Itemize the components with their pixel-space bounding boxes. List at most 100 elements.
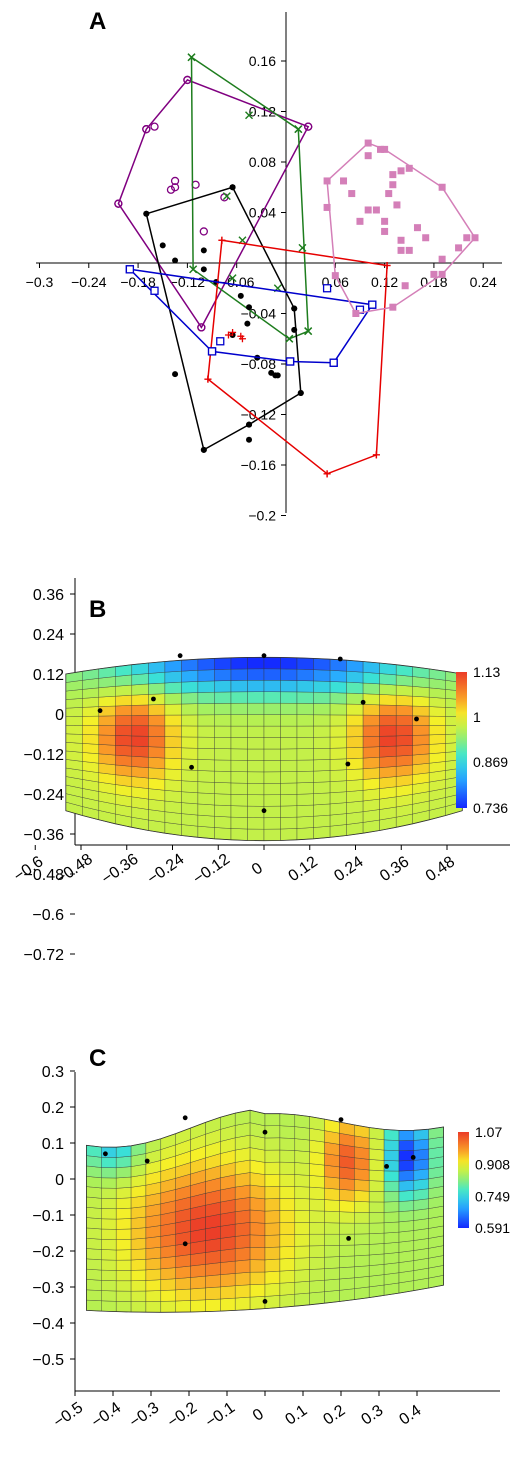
heat-cell	[398, 1250, 414, 1263]
heat-cell	[164, 714, 182, 727]
data-point	[125, 265, 135, 274]
heat-cell	[429, 725, 446, 736]
heat-cell	[235, 1209, 251, 1225]
heat-cell	[220, 1297, 236, 1312]
heat-cell	[280, 782, 298, 795]
data-point	[368, 300, 377, 309]
heat-cell	[280, 737, 298, 750]
heat-cell	[329, 813, 347, 827]
heat-cell	[279, 1125, 295, 1139]
x-tick-label: 0.3	[358, 1402, 386, 1429]
heat-cell	[82, 734, 99, 745]
heat-cell	[329, 780, 347, 793]
data-point	[372, 451, 380, 459]
heat-cell	[362, 725, 380, 737]
heat-cell	[329, 659, 347, 672]
heat-cell	[294, 1245, 310, 1259]
heat-cell	[313, 680, 331, 693]
heat-cell	[175, 1300, 191, 1313]
heat-cell	[247, 828, 265, 841]
heat-cell	[235, 1272, 251, 1286]
x-tick-label: −0.48	[53, 851, 96, 888]
heat-cell	[220, 1273, 236, 1288]
heat-cell	[354, 1168, 370, 1181]
heat-cell	[279, 1113, 295, 1127]
heat-cell	[369, 1222, 385, 1234]
x-tick-label: 0.48	[423, 853, 458, 885]
heat-cell	[296, 759, 314, 772]
data-point	[329, 358, 338, 367]
heat-cell	[175, 1265, 191, 1279]
heat-cell	[279, 1294, 295, 1308]
heat-cell	[294, 1210, 310, 1223]
data-point	[197, 323, 206, 332]
heat-cell	[280, 680, 298, 693]
heat-cell	[294, 1126, 310, 1141]
heat-cell	[190, 1264, 206, 1278]
heat-cell	[181, 747, 199, 760]
heat-cell	[346, 725, 364, 738]
panel-b-heatmap: 0.360.240.120−0.12−0.24−0.36−0.48−0.6−0.…	[11, 578, 510, 964]
heat-cell	[247, 805, 265, 818]
heat-cell	[412, 725, 430, 736]
heat-cell	[181, 813, 199, 827]
heat-cell	[197, 725, 215, 738]
heat-cell	[86, 1279, 102, 1291]
heat-cell	[247, 668, 265, 681]
heat-cell	[205, 1238, 221, 1253]
data-point	[364, 139, 372, 147]
data-point	[285, 357, 295, 366]
heat-cell	[249, 1172, 266, 1187]
heat-cell	[263, 794, 281, 807]
heat-cell	[235, 1159, 251, 1176]
heat-cell	[82, 743, 99, 754]
data-point	[207, 347, 217, 356]
heat-cell	[296, 703, 314, 715]
data-point	[291, 326, 298, 333]
heat-cell	[324, 1176, 340, 1190]
landmark-point	[414, 716, 419, 722]
heat-cell	[98, 686, 116, 698]
data-point	[422, 234, 430, 242]
heat-cell	[130, 1206, 147, 1219]
colorbar-label: 0.736	[473, 800, 508, 816]
heat-cell	[294, 1292, 310, 1307]
heat-cell	[101, 1187, 117, 1199]
heat-cell	[279, 1198, 295, 1211]
heat-cell	[264, 1270, 281, 1285]
data-point	[150, 286, 159, 295]
heat-cell	[379, 704, 397, 716]
heat-cell	[313, 692, 331, 704]
heat-cell	[230, 691, 248, 704]
heat-cell	[249, 1271, 266, 1285]
heat-cell	[339, 1155, 355, 1169]
heat-cell	[86, 1299, 102, 1312]
x-tick-label: 0	[249, 860, 266, 879]
data-point	[170, 183, 180, 192]
data-point	[405, 246, 413, 254]
heat-cell	[115, 715, 132, 726]
data-point	[166, 185, 176, 194]
heat-cell	[214, 759, 232, 772]
heat-cell	[339, 1177, 355, 1191]
heat-cell	[263, 828, 281, 841]
y-tick-label: 0	[55, 707, 64, 724]
x-tick-label: −0.3	[127, 1399, 163, 1431]
heat-cell	[263, 760, 281, 773]
data-point	[381, 145, 389, 153]
heat-cell	[230, 794, 248, 807]
data-point	[172, 371, 179, 378]
heat-cell	[101, 1146, 117, 1158]
heat-cell	[116, 1176, 132, 1189]
x-tick-label: −0.2	[165, 1399, 201, 1431]
x-tick-label: −0.5	[51, 1399, 87, 1431]
heat-cell	[354, 1223, 370, 1235]
heat-cell	[379, 725, 397, 737]
panel-label-c: C	[89, 1045, 106, 1072]
heat-cell	[175, 1254, 191, 1268]
heat-cell	[130, 1216, 147, 1230]
colorbar-label: 0.591	[475, 1220, 510, 1236]
heat-cell	[383, 1252, 400, 1265]
heat-cell	[115, 735, 132, 747]
